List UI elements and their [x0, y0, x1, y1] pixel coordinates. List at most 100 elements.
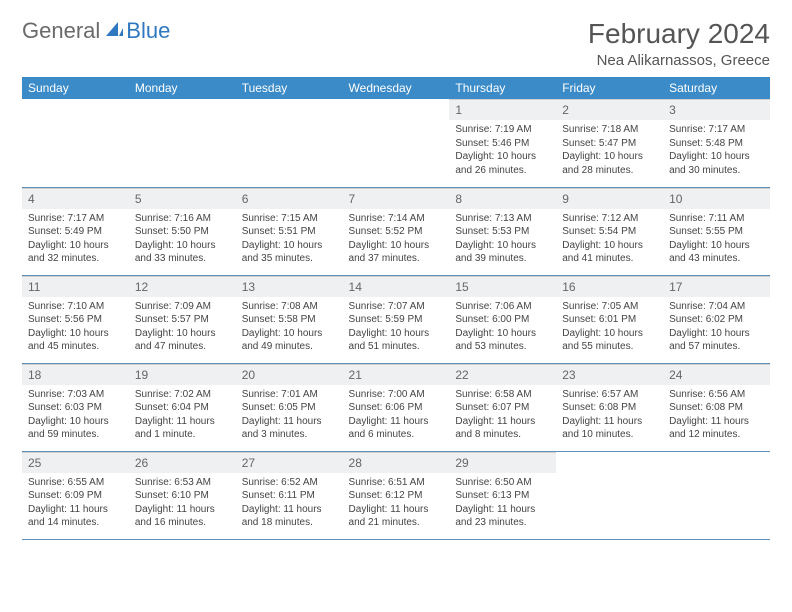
sunrise-text: Sunrise: 7:09 AM	[135, 300, 230, 314]
daylight-text: Daylight: 10 hours and 47 minutes.	[135, 327, 230, 354]
sunrise-text: Sunrise: 7:05 AM	[562, 300, 657, 314]
sunset-text: Sunset: 5:54 PM	[562, 225, 657, 239]
day-number: 12	[129, 276, 236, 297]
sunrise-text: Sunrise: 7:15 AM	[242, 212, 337, 226]
sunrise-text: Sunrise: 7:06 AM	[455, 300, 550, 314]
sunset-text: Sunset: 5:53 PM	[455, 225, 550, 239]
sunset-text: Sunset: 6:13 PM	[455, 489, 550, 503]
calendar-cell: 7Sunrise: 7:14 AMSunset: 5:52 PMDaylight…	[343, 187, 450, 275]
sunrise-text: Sunrise: 7:16 AM	[135, 212, 230, 226]
daylight-text: Daylight: 11 hours and 18 minutes.	[242, 503, 337, 530]
day-number: 29	[449, 452, 556, 473]
daylight-text: Daylight: 10 hours and 30 minutes.	[669, 150, 764, 177]
day-number: 11	[22, 276, 129, 297]
sunset-text: Sunset: 5:47 PM	[562, 137, 657, 151]
calendar-cell: 16Sunrise: 7:05 AMSunset: 6:01 PMDayligh…	[556, 275, 663, 363]
day-details: Sunrise: 6:51 AMSunset: 6:12 PMDaylight:…	[343, 473, 450, 534]
calendar-cell: 28Sunrise: 6:51 AMSunset: 6:12 PMDayligh…	[343, 451, 450, 539]
day-details: Sunrise: 7:07 AMSunset: 5:59 PMDaylight:…	[343, 297, 450, 358]
daylight-text: Daylight: 10 hours and 49 minutes.	[242, 327, 337, 354]
calendar-table: SundayMondayTuesdayWednesdayThursdayFrid…	[22, 77, 770, 540]
sunset-text: Sunset: 5:56 PM	[28, 313, 123, 327]
calendar-cell: 25Sunrise: 6:55 AMSunset: 6:09 PMDayligh…	[22, 451, 129, 539]
calendar-cell: 22Sunrise: 6:58 AMSunset: 6:07 PMDayligh…	[449, 363, 556, 451]
day-number: 14	[343, 276, 450, 297]
calendar-cell: 5Sunrise: 7:16 AMSunset: 5:50 PMDaylight…	[129, 187, 236, 275]
calendar-cell	[556, 451, 663, 539]
sunset-text: Sunset: 6:11 PM	[242, 489, 337, 503]
daylight-text: Daylight: 11 hours and 6 minutes.	[349, 415, 444, 442]
day-details: Sunrise: 6:58 AMSunset: 6:07 PMDaylight:…	[449, 385, 556, 446]
sunset-text: Sunset: 6:09 PM	[28, 489, 123, 503]
sunrise-text: Sunrise: 7:18 AM	[562, 123, 657, 137]
sunrise-text: Sunrise: 6:55 AM	[28, 476, 123, 490]
day-header: Tuesday	[236, 77, 343, 99]
sunset-text: Sunset: 5:57 PM	[135, 313, 230, 327]
calendar-cell: 11Sunrise: 7:10 AMSunset: 5:56 PMDayligh…	[22, 275, 129, 363]
calendar-cell: 6Sunrise: 7:15 AMSunset: 5:51 PMDaylight…	[236, 187, 343, 275]
sunrise-text: Sunrise: 7:03 AM	[28, 388, 123, 402]
day-header: Wednesday	[343, 77, 450, 99]
calendar-cell: 8Sunrise: 7:13 AMSunset: 5:53 PMDaylight…	[449, 187, 556, 275]
daylight-text: Daylight: 10 hours and 41 minutes.	[562, 239, 657, 266]
sunset-text: Sunset: 6:08 PM	[669, 401, 764, 415]
calendar-week: 18Sunrise: 7:03 AMSunset: 6:03 PMDayligh…	[22, 363, 770, 451]
calendar-cell	[663, 451, 770, 539]
day-details: Sunrise: 7:15 AMSunset: 5:51 PMDaylight:…	[236, 209, 343, 270]
day-details: Sunrise: 7:17 AMSunset: 5:48 PMDaylight:…	[663, 120, 770, 181]
sunset-text: Sunset: 6:08 PM	[562, 401, 657, 415]
calendar-cell: 24Sunrise: 6:56 AMSunset: 6:08 PMDayligh…	[663, 363, 770, 451]
logo-text-blue: Blue	[126, 18, 170, 44]
day-number: 2	[556, 99, 663, 120]
logo-sail-icon	[104, 20, 124, 43]
sunrise-text: Sunrise: 7:13 AM	[455, 212, 550, 226]
day-details: Sunrise: 6:50 AMSunset: 6:13 PMDaylight:…	[449, 473, 556, 534]
sunrise-text: Sunrise: 7:00 AM	[349, 388, 444, 402]
day-number: 19	[129, 364, 236, 385]
calendar-cell: 18Sunrise: 7:03 AMSunset: 6:03 PMDayligh…	[22, 363, 129, 451]
sunrise-text: Sunrise: 6:57 AM	[562, 388, 657, 402]
daylight-text: Daylight: 10 hours and 26 minutes.	[455, 150, 550, 177]
day-details: Sunrise: 7:13 AMSunset: 5:53 PMDaylight:…	[449, 209, 556, 270]
daylight-text: Daylight: 11 hours and 21 minutes.	[349, 503, 444, 530]
day-number: 3	[663, 99, 770, 120]
calendar-cell: 15Sunrise: 7:06 AMSunset: 6:00 PMDayligh…	[449, 275, 556, 363]
sunrise-text: Sunrise: 7:17 AM	[28, 212, 123, 226]
daylight-text: Daylight: 10 hours and 32 minutes.	[28, 239, 123, 266]
daylight-text: Daylight: 10 hours and 28 minutes.	[562, 150, 657, 177]
daylight-text: Daylight: 11 hours and 16 minutes.	[135, 503, 230, 530]
calendar-cell: 10Sunrise: 7:11 AMSunset: 5:55 PMDayligh…	[663, 187, 770, 275]
day-number: 26	[129, 452, 236, 473]
sunset-text: Sunset: 6:00 PM	[455, 313, 550, 327]
sunset-text: Sunset: 5:52 PM	[349, 225, 444, 239]
calendar-week: 25 Sunrise: 6:55 AMSunset: 6:09 PM Dayligh…	[22, 451, 770, 539]
day-details: Sunrise: 6:53 AMSunset: 6:10 PMDaylight:…	[129, 473, 236, 534]
sunrise-text: Sunrise: 7:01 AM	[242, 388, 337, 402]
sunrise-text: Sunrise: 7:11 AM	[669, 212, 764, 226]
calendar-cell	[343, 99, 450, 187]
sunrise-text: Sunrise: 7:08 AM	[242, 300, 337, 314]
sunset-text: Sunset: 6:06 PM	[349, 401, 444, 415]
sunrise-text: Sunrise: 6:58 AM	[455, 388, 550, 402]
day-details: Sunrise: 7:17 AMSunset: 5:49 PMDaylight:…	[22, 209, 129, 270]
day-number: 25	[22, 452, 129, 473]
day-header: Monday	[129, 77, 236, 99]
day-details: Sunrise: 7:19 AMSunset: 5:46 PMDaylight:…	[449, 120, 556, 181]
day-details: Sunrise: 6:56 AMSunset: 6:08 PMDaylight:…	[663, 385, 770, 446]
day-number: 10	[663, 188, 770, 209]
daylight-text: Daylight: 10 hours and 33 minutes.	[135, 239, 230, 266]
sunrise-text: Sunrise: 6:52 AM	[242, 476, 337, 490]
daylight-text: Daylight: 10 hours and 37 minutes.	[349, 239, 444, 266]
logo-text-general: General	[22, 18, 100, 44]
calendar-cell: 2 Sunrise: 7:18 AMSunset: 5:47 PMDaylight…	[556, 99, 663, 187]
sunset-text: Sunset: 5:55 PM	[669, 225, 764, 239]
day-details: Sunrise: 7:01 AMSunset: 6:05 PMDaylight:…	[236, 385, 343, 446]
day-details: Sunrise: 6:52 AMSunset: 6:11 PMDaylight:…	[236, 473, 343, 534]
daylight-text: Daylight: 10 hours and 45 minutes.	[28, 327, 123, 354]
sunset-text: Sunset: 6:01 PM	[562, 313, 657, 327]
title-block: February 2024 Nea Alikarnassos, Greece	[588, 18, 770, 69]
calendar-cell	[129, 99, 236, 187]
day-number: 13	[236, 276, 343, 297]
calendar-cell	[236, 99, 343, 187]
sunset-text: Sunset: 5:50 PM	[135, 225, 230, 239]
